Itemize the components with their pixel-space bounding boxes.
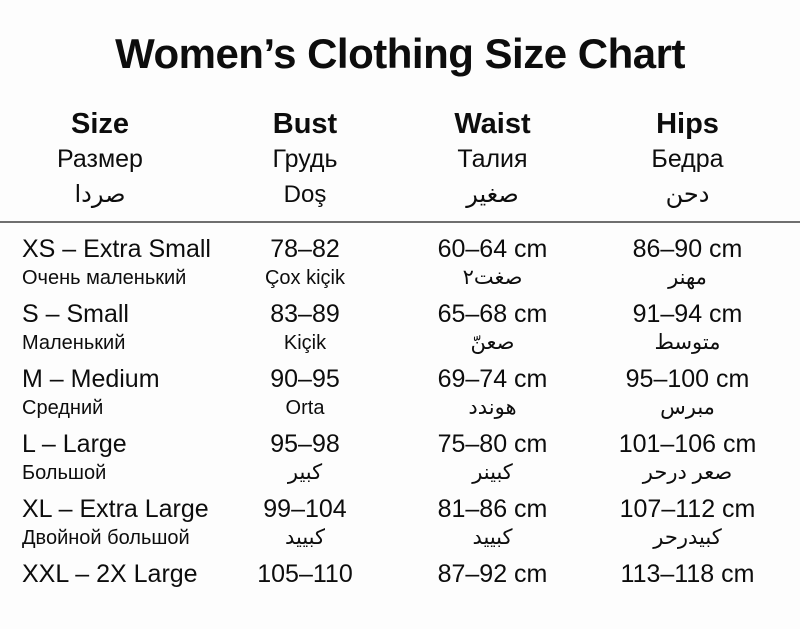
waist-value: 65–68 cm	[437, 300, 548, 329]
hips-header-ru: Бедра	[651, 145, 724, 174]
size-value: XXL – 2X Large	[22, 560, 198, 589]
size-value: XL – Extra Large	[22, 495, 209, 524]
hips-header-ar: دحن	[665, 181, 710, 209]
bust-value: 95–98	[270, 430, 340, 459]
size-translation: Средний	[22, 397, 104, 420]
hips-translation: مبرس	[660, 396, 715, 420]
hips-header-en: Hips	[656, 108, 719, 141]
size-cell: S – Small Маленький	[0, 299, 200, 364]
waist-cell: 81–86 cm كبييد	[410, 494, 575, 559]
bust-value: 99–104	[263, 495, 347, 524]
bust-value: 83–89	[270, 300, 340, 329]
size-translation: Большой	[22, 462, 107, 485]
bust-header-ar: Doş	[283, 181, 327, 209]
size-cell: XXL – 2X Large	[0, 559, 200, 624]
size-cell: L – Large Большой	[0, 429, 200, 494]
hips-value: 107–112 cm	[619, 495, 756, 524]
bust-cell: 95–98 كبير	[200, 429, 410, 494]
page-title: Women’s Clothing Size Chart	[115, 30, 685, 77]
column-header-bust: Bust Грудь Doş	[200, 106, 410, 212]
bust-cell: 99–104 كبييد	[200, 494, 410, 559]
waist-cell: 87–92 cm	[410, 559, 575, 624]
size-value: L – Large	[22, 430, 127, 459]
bust-cell: 90–95 Orta	[200, 364, 410, 429]
hips-cell: 91–94 cm متوسط	[575, 299, 800, 364]
hips-cell: 101–106 cm صعر درحر	[575, 429, 800, 494]
size-cell: XS – Extra Small Очень маленький	[0, 234, 211, 299]
waist-value: 81–86 cm	[437, 495, 548, 524]
hips-translation: كبيدرحر	[653, 526, 722, 550]
bust-translation: Orta	[285, 397, 325, 420]
size-header-en: Size	[70, 108, 130, 141]
size-cell: M – Medium Средний	[0, 364, 200, 429]
waist-translation: هوندد	[468, 396, 517, 420]
hips-cell: 86–90 cm مهنر	[575, 234, 800, 299]
hips-value: 101–106 cm	[618, 430, 757, 459]
bust-translation: كبير	[287, 461, 323, 485]
table-row: XXL – 2X Large 105–110 87–92 cm 113–118 …	[0, 559, 800, 624]
size-translation: Очень маленький	[22, 267, 187, 290]
bust-value: 105–110	[257, 560, 353, 589]
header-divider-line	[0, 221, 800, 224]
column-header-size: Size Размер صردا	[0, 106, 200, 212]
hips-translation: صعر درحر	[642, 461, 733, 485]
bust-cell: 105–110	[200, 559, 410, 624]
size-translation: Двойной большой	[22, 527, 190, 550]
hips-cell: 113–118 cm	[575, 559, 800, 624]
table-row: XS – Extra Small Очень маленький 78–82 Ç…	[0, 234, 800, 299]
table-body: XS – Extra Small Очень маленький 78–82 Ç…	[0, 223, 800, 624]
hips-value: 86–90 cm	[632, 235, 743, 264]
hips-value: 113–118 cm	[620, 560, 755, 589]
waist-cell: 60–64 cm صغت٢	[410, 234, 575, 299]
bust-header-en: Bust	[272, 108, 338, 141]
bust-translation: Çox kiçik	[264, 267, 345, 290]
waist-translation: صعنّ	[470, 331, 515, 355]
size-chart-page: { "title": "Women’s Clothing Size Chart"…	[0, 30, 800, 629]
hips-translation: مهنر	[668, 266, 707, 290]
size-value: S – Small	[22, 300, 129, 329]
waist-cell: 75–80 cm كبينر	[410, 429, 575, 494]
column-header-hips: Hips Бедра دحن	[575, 106, 800, 212]
hips-value: 95–100 cm	[625, 365, 750, 394]
size-header-ar: صردا	[74, 181, 126, 209]
table-header: Size Размер صردا Bust Грудь Doş Waist Та…	[0, 106, 800, 212]
size-value: XS – Extra Small	[22, 235, 211, 264]
size-header-ru: Размер	[57, 145, 143, 174]
waist-header-ar: صغير	[466, 181, 519, 209]
waist-value: 69–74 cm	[437, 365, 548, 394]
table-row: L – Large Большой 95–98 كبير 75–80 cm كب…	[0, 429, 800, 494]
size-cell: XL – Extra Large Двойной большой	[0, 494, 209, 559]
waist-value: 60–64 cm	[437, 235, 548, 264]
waist-translation: صغت٢	[462, 266, 523, 290]
hips-value: 91–94 cm	[632, 300, 743, 329]
column-header-waist: Waist Талия صغير	[410, 106, 575, 212]
table-row: M – Medium Средний 90–95 Orta 69–74 cm ه…	[0, 364, 800, 429]
bust-value: 78–82	[270, 235, 340, 264]
waist-cell: 65–68 cm صعنّ	[410, 299, 575, 364]
hips-cell: 107–112 cm كبيدرحر	[575, 494, 800, 559]
table-row: XL – Extra Large Двойной большой 99–104 …	[0, 494, 800, 559]
waist-cell: 69–74 cm هوندد	[410, 364, 575, 429]
waist-translation: كبينر	[472, 461, 513, 485]
bust-cell: 78–82 Çox kiçik	[200, 234, 410, 299]
bust-header-ru: Грудь	[272, 145, 338, 174]
hips-cell: 95–100 cm مبرس	[575, 364, 800, 429]
hips-translation: متوسط	[654, 331, 721, 355]
waist-header-ru: Талия	[457, 145, 528, 174]
waist-header-en: Waist	[454, 108, 531, 141]
waist-value: 75–80 cm	[437, 430, 548, 459]
bust-value: 90–95	[270, 365, 340, 394]
bust-translation: Kiçik	[283, 332, 327, 355]
waist-value: 87–92 cm	[437, 560, 548, 589]
waist-translation: كبييد	[472, 526, 513, 550]
bust-cell: 83–89 Kiçik	[200, 299, 410, 364]
size-translation: Маленький	[22, 332, 126, 355]
table-row: S – Small Маленький 83–89 Kiçik 65–68 cm…	[0, 299, 800, 364]
size-value: M – Medium	[22, 365, 160, 394]
bust-translation: كبييد	[284, 526, 326, 550]
